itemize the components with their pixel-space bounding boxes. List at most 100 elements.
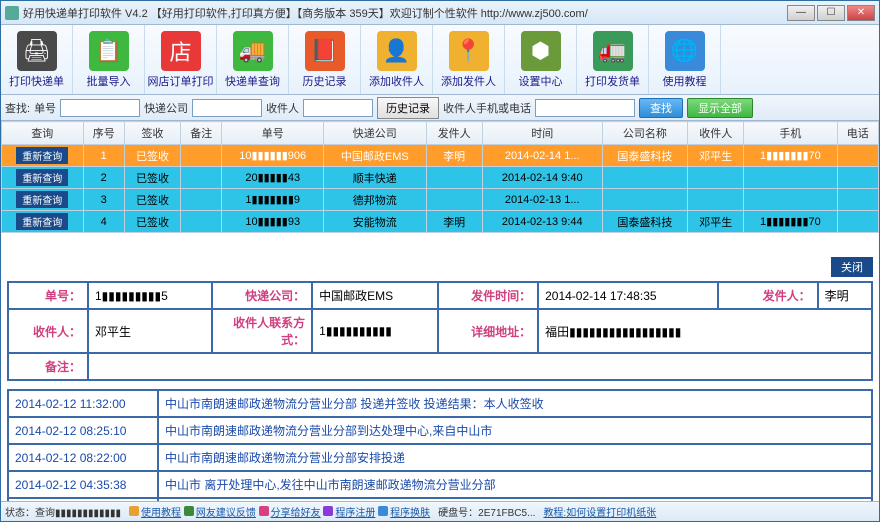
table-row[interactable]: 重新查询1已签收10▮▮▮▮▮▮906中国邮政EMS李明2014-02-14 1… [2,145,879,167]
recipient-input[interactable] [303,99,373,117]
value-addr: 福田▮▮▮▮▮▮▮▮▮▮▮▮▮▮▮▮▮ [538,309,872,353]
detail-table: 单号： 1▮▮▮▮▮▮▮▮▮5 快递公司： 中国邮政EMS 发件时间： 2014… [7,281,873,381]
toolbar-快递单查询[interactable]: 🚚 快递单查询 [217,25,289,94]
status-link[interactable]: 网友建议反馈 [184,508,256,519]
tracking-desc: 中山市南朗速邮政递物流分营业分部到达处理中心,来自中山市 [158,417,872,444]
tracking-time: 2014-02-12 [8,498,158,501]
status-link[interactable]: 程序注册 [323,508,375,519]
col-header[interactable]: 序号 [83,122,124,145]
window-title: 好用快递单打印软件 V4.2 【好用打印软件,打印真方便】【商务版本 359天】… [23,5,787,21]
toolbar-添加收件人[interactable]: 👤 添加收件人 [361,25,433,94]
col-header[interactable]: 收件人 [688,122,744,145]
close-button[interactable]: ✕ [847,5,875,21]
tracking-desc: 中山市南朗速邮政递物流分营业分部安排投递 [158,444,872,471]
status-link[interactable]: 分享给好友 [259,508,321,519]
history-button[interactable]: 历史记录 [377,97,439,119]
value-sendtime: 2014-02-14 17:48:35 [538,282,717,309]
label-no: 单号： [8,282,88,309]
value-sender: 李明 [818,282,872,309]
search-bar: 查找: 单号 快递公司 收件人 历史记录 收件人手机或电话 查找 显示全部 [1,95,879,121]
toolbar-label: 快递单查询 [225,73,280,89]
field-recipient-label: 收件人 [266,100,299,116]
status-tutorial-link[interactable]: 教程:如何设置打印机纸张 [543,504,656,519]
toolbar-icon: 📕 [305,31,345,71]
value-exp: 中国邮政EMS [312,282,438,309]
toolbar-icon: 📋 [89,31,129,71]
status-link[interactable]: 使用教程 [129,508,181,519]
toolbar-设置中心[interactable]: ⬢设置中心 [505,25,577,94]
status-bar: 状态：查询▮▮▮▮▮▮▮▮▮▮▮▮ 使用教程 网友建议反馈 分享给好友 程序注册… [1,501,879,521]
status-links: 使用教程 网友建议反馈 分享给好友 程序注册 程序换肤 [129,504,430,519]
tracking-row: 2014-02-12 11:32:00中山市南朗速邮政递物流分营业分部 投递并签… [8,390,872,417]
tracking-desc: 中山市 到达处理中心 来自广东省邮政递递物流有限公司中山三角邮件处理中心 [158,498,872,501]
status-disk: 硬盘号：2E71FBC5... [438,504,535,519]
tracking-row: 2014-02-12 中山市 到达处理中心 来自广东省邮政递递物流有限公司中山三… [8,498,872,501]
express-input[interactable] [192,99,262,117]
col-header[interactable]: 快递公司 [323,122,426,145]
toolbar-icon: ⬢ [521,31,561,71]
col-header[interactable]: 公司名称 [602,122,688,145]
tracking-time: 2014-02-12 08:25:10 [8,417,158,444]
col-header[interactable]: 签收 [124,122,180,145]
label-sender: 发件人： [718,282,818,309]
table-row[interactable]: 重新查询4已签收10▮▮▮▮▮93安能物流李明2014-02-13 9:44国泰… [2,211,879,233]
label-note: 备注： [8,353,88,380]
col-header[interactable]: 单号 [222,122,323,145]
toolbar-icon: 📍 [449,31,489,71]
toolbar-label: 历史记录 [303,73,347,89]
tracking-desc: 中山市南朗速邮政递物流分营业分部 投递并签收 投递结果：本人收签收 [158,390,872,417]
titlebar: 好用快递单打印软件 V4.2 【好用打印软件,打印真方便】【商务版本 359天】… [1,1,879,25]
toolbar-label: 网店订单打印 [148,73,214,89]
status-link[interactable]: 程序换肤 [378,508,430,519]
toolbar-打印快递单[interactable]: 🖨打印快递单 [1,25,73,94]
col-header[interactable]: 手机 [744,122,837,145]
tracking-time: 2014-02-12 11:32:00 [8,390,158,417]
toolbar-打印发货单[interactable]: 🚛打印发货单 [577,25,649,94]
maximize-button[interactable]: ☐ [817,5,845,21]
app-icon [5,6,19,20]
showall-button[interactable]: 显示全部 [687,98,753,118]
toolbar-icon: 🌐 [665,31,705,71]
col-header[interactable]: 时间 [482,122,602,145]
toolbar-历史记录[interactable]: 📕 历史记录 [289,25,361,94]
find-button[interactable]: 查找 [639,98,683,118]
phone-input[interactable] [535,99,635,117]
requery-button[interactable]: 重新查询 [16,147,68,164]
value-recv: 邓平生 [88,309,212,353]
table-row[interactable]: 重新查询2已签收20▮▮▮▮▮43顺丰快递2014-02-14 9:40 [2,167,879,189]
toolbar-批量导入[interactable]: 📋批量导入 [73,25,145,94]
toolbar-icon: 👤 [377,31,417,71]
toolbar-label: 添加发件人 [441,73,496,89]
main-toolbar: 🖨打印快递单📋批量导入店网店订单打印 🚚 快递单查询 📕 历史记录 👤 添加收件人 📍 添加发件… [1,25,879,95]
requery-button[interactable]: 重新查询 [16,191,68,208]
col-header[interactable]: 备注 [181,122,222,145]
detail-close-button[interactable]: 关闭 [831,257,873,277]
toolbar-label: 使用教程 [663,73,707,89]
tracking-time: 2014-02-12 04:35:38 [8,471,158,498]
value-note [88,353,872,380]
col-header[interactable]: 电话 [837,122,879,145]
label-contact: 收件人联系方式： [212,309,312,353]
result-grid: 查询序号签收备注单号快递公司发件人时间公司名称收件人手机电话重新查询1已签收10… [1,121,879,233]
toolbar-icon: 🚚 [233,31,273,71]
toolbar-网店订单打印[interactable]: 店网店订单打印 [145,25,217,94]
col-header[interactable]: 发件人 [426,122,482,145]
toolbar-添加发件人[interactable]: 📍 添加发件人 [433,25,505,94]
requery-button[interactable]: 重新查询 [16,169,68,186]
requery-button[interactable]: 重新查询 [16,213,68,230]
toolbar-label: 打印发货单 [585,73,640,89]
app-window: 好用快递单打印软件 V4.2 【好用打印软件,打印真方便】【商务版本 359天】… [0,0,880,522]
col-header[interactable]: 查询 [2,122,84,145]
window-controls: — ☐ ✕ [787,5,875,21]
table-row[interactable]: 重新查询3已签收1▮▮▮▮▮▮▮9德邦物流2014-02-13 1... [2,189,879,211]
minimize-button[interactable]: — [787,5,815,21]
tracking-row: 2014-02-12 08:25:10中山市南朗速邮政递物流分营业分部到达处理中… [8,417,872,444]
toolbar-使用教程[interactable]: 🌐 使用教程 [649,25,721,94]
toolbar-label: 打印快递单 [9,73,64,89]
tracking-row: 2014-02-12 04:35:38中山市 离开处理中心,发往中山市南朗速邮政… [8,471,872,498]
value-contact: 1▮▮▮▮▮▮▮▮▮▮ [312,309,438,353]
toolbar-label: 添加收件人 [369,73,424,89]
value-no: 1▮▮▮▮▮▮▮▮▮5 [88,282,212,309]
trackno-input[interactable] [60,99,140,117]
detail-panel: 关闭 单号： 1▮▮▮▮▮▮▮▮▮5 快递公司： 中国邮政EMS 发件时间： 2… [1,251,879,501]
